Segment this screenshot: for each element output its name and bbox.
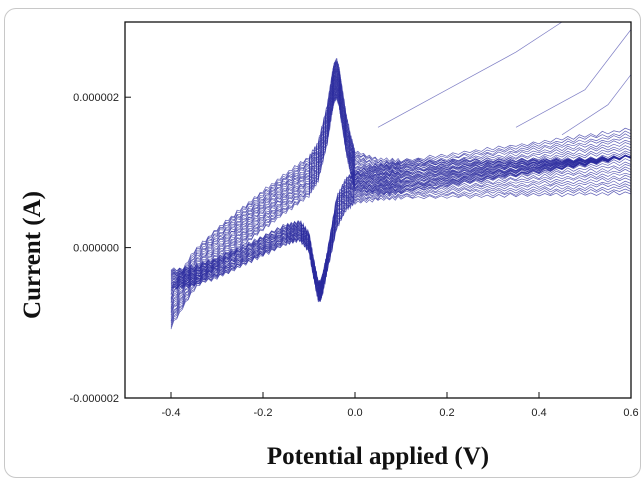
y-tick-label: 0.000000 <box>73 243 119 255</box>
cv-cycle-line <box>170 81 631 314</box>
cv-cycle-line <box>170 86 631 319</box>
x-tick-label: 0.0 <box>347 407 362 419</box>
plot-area-border <box>124 21 632 399</box>
y-axis: 0.000002 0.000000 -0.000002 <box>69 92 131 405</box>
cv-cycle-line <box>170 87 631 321</box>
x-axis: -0.4 -0.2 0.0 0.2 0.4 0.6 <box>162 392 639 419</box>
y-axis-title: Current (A) <box>19 191 46 319</box>
cv-cycle-line <box>170 91 631 324</box>
cv-stray-trace <box>377 22 563 128</box>
cv-cycle-line <box>170 93 631 326</box>
cv-stray-trace <box>515 29 631 128</box>
cv-cycle-line <box>170 89 631 322</box>
y-tick-label: 0.000002 <box>73 92 119 104</box>
cv-cycle-line <box>170 78 631 311</box>
series-layer <box>170 22 631 330</box>
y-tick-label: -0.000002 <box>69 393 119 405</box>
x-tick-label: -0.4 <box>162 407 181 419</box>
x-axis-title: Potential applied (V) <box>267 443 489 470</box>
x-tick-label: 0.2 <box>439 407 454 419</box>
cv-cycle-line <box>170 96 631 330</box>
x-tick-label: 0.4 <box>531 407 546 419</box>
cv-stray-trace <box>561 74 631 136</box>
x-tick-label: -0.2 <box>254 407 273 419</box>
cv-cycle-line <box>170 84 631 317</box>
x-tick-label: 0.6 <box>623 407 638 419</box>
